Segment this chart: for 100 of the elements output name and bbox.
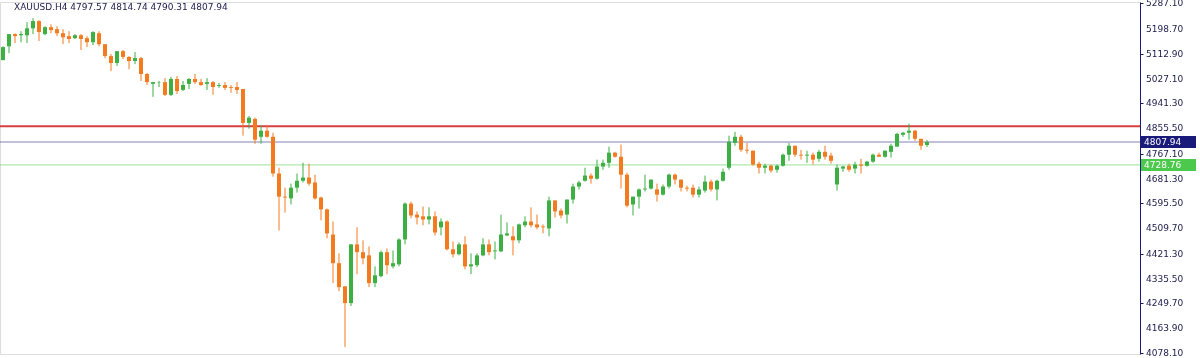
candlestick [655, 183, 659, 203]
candlestick [829, 152, 833, 165]
candlestick [847, 163, 851, 173]
y-tick-label: 4941.30 [1146, 98, 1184, 109]
candlestick [451, 240, 455, 258]
candlestick [565, 199, 569, 225]
candlestick [67, 30, 71, 44]
candlestick [301, 162, 305, 183]
candlestick [133, 51, 137, 65]
candlestick [835, 164, 839, 192]
ref-line-label: 4807.94 [1144, 137, 1182, 148]
candlestick [193, 73, 197, 85]
candlestick [805, 150, 809, 164]
candlestick [283, 187, 287, 214]
candlestick [253, 117, 257, 145]
candlestick [343, 285, 347, 348]
candlestick [745, 142, 749, 155]
y-tick-label: 4509.70 [1146, 223, 1184, 234]
candlestick [595, 159, 599, 181]
candlestick [355, 226, 359, 275]
y-tick-label: 5112.90 [1146, 48, 1184, 59]
candlestick [853, 161, 857, 175]
candlestick [925, 139, 929, 148]
candlestick [715, 179, 719, 201]
candlestick [823, 145, 827, 161]
candlestick [139, 56, 143, 82]
candlestick [13, 32, 17, 44]
candlestick [49, 23, 53, 34]
candlestick [589, 173, 593, 185]
candlestick [205, 77, 209, 91]
candlestick [433, 210, 437, 236]
candlestick [25, 21, 29, 44]
candlestick [151, 81, 155, 98]
candlestick [619, 144, 623, 190]
y-tick-label: 4421.30 [1146, 248, 1184, 259]
y-tick-label: 5198.70 [1146, 23, 1184, 34]
candlestick [361, 239, 365, 265]
candlestick [877, 152, 881, 158]
candlestick [259, 124, 263, 145]
candlestick [703, 175, 707, 194]
candlestick [583, 167, 587, 183]
candlestick [493, 240, 497, 260]
candlestick [199, 78, 203, 87]
candlestick [691, 184, 695, 199]
y-tick-label: 4163.90 [1146, 323, 1184, 334]
y-tick-label: 4595.50 [1146, 198, 1184, 209]
candlestick [427, 206, 431, 225]
candlestick [799, 149, 803, 161]
candlestick [229, 84, 233, 94]
candlestick [385, 247, 389, 275]
candlestick [901, 131, 905, 138]
y-tick-label: 5287.10 [1146, 0, 1184, 9]
candlestick [499, 214, 503, 253]
candlestick [85, 35, 89, 48]
candlestick [535, 214, 539, 230]
candlestick [37, 19, 41, 42]
candlestick [313, 174, 317, 201]
y-tick-label: 4767.10 [1146, 148, 1184, 159]
candlestick [733, 131, 737, 147]
candlestick [571, 183, 575, 205]
candlestick [55, 25, 59, 37]
candlestick [319, 196, 323, 221]
candlestick [307, 163, 311, 187]
candlestick [811, 152, 815, 166]
candlestick [607, 146, 611, 169]
candlestick [295, 173, 299, 194]
candlestick [391, 249, 395, 269]
candlestick [265, 125, 269, 139]
candlestick [169, 76, 173, 97]
candlestick [697, 186, 701, 199]
candlestick [277, 167, 281, 231]
y-tick-label: 4249.70 [1146, 298, 1184, 309]
candlestick [79, 33, 83, 51]
candlestick [463, 235, 467, 270]
ref-line-label: 4728.76 [1144, 159, 1182, 170]
candlestick [505, 221, 509, 237]
candlestick [61, 28, 65, 45]
candlestick [511, 225, 515, 256]
candlestick [181, 80, 185, 92]
candlestick [127, 55, 131, 70]
candlestick [289, 183, 293, 205]
candlestick [7, 33, 11, 54]
candlestick [889, 143, 893, 159]
chart-title: XAUUSD.H4 4797.57 4814.74 4790.31 4807.94 [14, 2, 229, 12]
y-tick-label: 4335.50 [1146, 273, 1184, 284]
candlestick [763, 163, 767, 175]
candlestick [787, 142, 791, 162]
candlestick [247, 115, 251, 130]
y-tick-label: 4681.30 [1146, 173, 1184, 184]
candlestick [487, 238, 491, 256]
candlestick [223, 81, 227, 91]
candlestick [673, 173, 677, 186]
candlestick [775, 164, 779, 174]
candlestick [421, 205, 425, 226]
candlestick [841, 165, 845, 173]
y-tick-label: 5027.10 [1146, 73, 1184, 84]
candlestick [907, 123, 911, 141]
y-tick-label: 4855.50 [1146, 123, 1184, 134]
candlestick [601, 159, 605, 171]
candlestick [217, 82, 221, 89]
